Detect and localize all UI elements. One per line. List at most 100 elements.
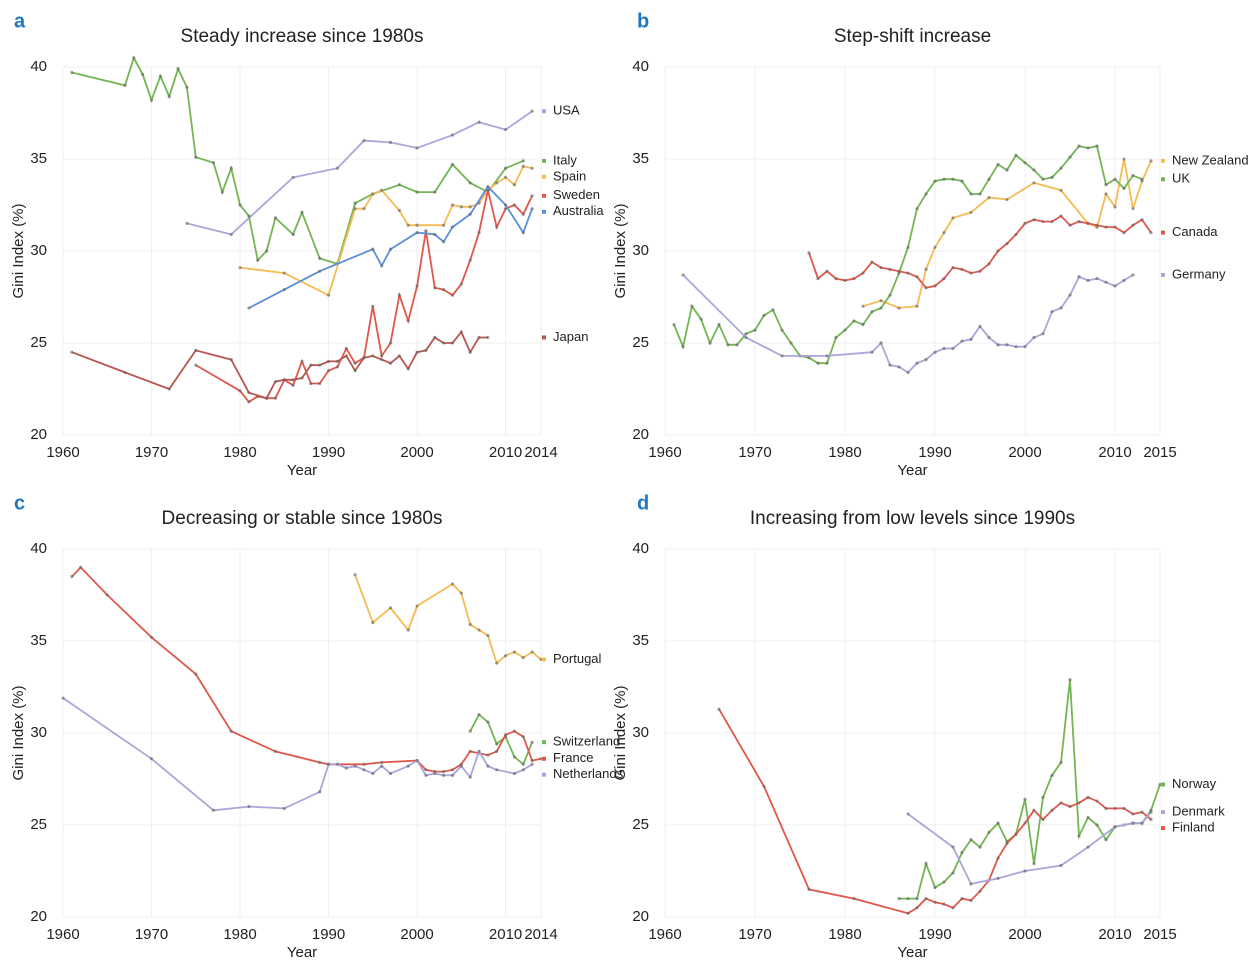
data-point bbox=[1041, 332, 1045, 336]
data-point bbox=[1005, 168, 1009, 172]
data-point bbox=[690, 304, 694, 308]
data-point bbox=[486, 753, 490, 757]
data-point bbox=[256, 258, 260, 262]
data-point bbox=[424, 768, 428, 772]
data-point bbox=[852, 897, 856, 901]
data-point bbox=[362, 768, 366, 772]
data-point bbox=[503, 166, 508, 170]
data-point bbox=[1032, 168, 1036, 172]
data-point bbox=[960, 179, 964, 183]
data-point bbox=[371, 771, 375, 776]
legend-label: Australia bbox=[553, 203, 604, 218]
data-point bbox=[415, 284, 419, 288]
data-point bbox=[442, 288, 446, 292]
data-point bbox=[1122, 231, 1126, 235]
legend-marker bbox=[542, 772, 546, 777]
data-point bbox=[495, 181, 499, 185]
data-point bbox=[843, 278, 847, 283]
data-point bbox=[681, 345, 685, 349]
data-point bbox=[1005, 197, 1009, 202]
legend-label: Denmark bbox=[1172, 804, 1225, 819]
y-tick-label: 35 bbox=[632, 632, 649, 649]
x-tick-label: 1990 bbox=[918, 926, 951, 943]
data-point bbox=[229, 357, 233, 362]
data-point bbox=[291, 378, 295, 382]
y-tick-label: 25 bbox=[632, 816, 649, 833]
data-point bbox=[1059, 801, 1063, 805]
legend-marker bbox=[542, 174, 546, 179]
data-point bbox=[1086, 795, 1090, 800]
data-point bbox=[397, 293, 401, 297]
data-point bbox=[362, 139, 366, 143]
data-point bbox=[149, 98, 154, 102]
data-point bbox=[326, 293, 331, 297]
x-tick-label: 2014 bbox=[524, 926, 557, 943]
data-point bbox=[879, 299, 883, 303]
series-line bbox=[248, 185, 533, 309]
series-line bbox=[186, 110, 533, 236]
data-point bbox=[951, 906, 955, 910]
data-point bbox=[335, 762, 340, 766]
data-point bbox=[433, 232, 437, 237]
x-axis-label: Year bbox=[287, 944, 317, 960]
data-point bbox=[353, 361, 357, 365]
data-point bbox=[906, 271, 910, 275]
data-point bbox=[708, 341, 712, 345]
data-point bbox=[1023, 821, 1027, 825]
data-point bbox=[1050, 773, 1054, 777]
data-point bbox=[762, 313, 766, 317]
data-point bbox=[521, 768, 525, 772]
data-point bbox=[495, 225, 499, 229]
data-point bbox=[70, 575, 74, 579]
data-point bbox=[924, 897, 928, 901]
data-point bbox=[521, 164, 525, 168]
y-tick-label: 20 bbox=[632, 426, 649, 443]
data-point bbox=[388, 247, 393, 251]
data-point bbox=[415, 223, 419, 227]
data-point bbox=[897, 269, 901, 273]
series-line bbox=[673, 145, 1143, 365]
data-point bbox=[61, 696, 65, 700]
series-line bbox=[808, 214, 1152, 289]
x-tick-label: 2000 bbox=[400, 926, 433, 943]
data-point bbox=[969, 882, 973, 886]
data-point bbox=[318, 790, 322, 794]
data-point bbox=[978, 845, 982, 849]
data-point bbox=[744, 335, 748, 340]
data-point bbox=[1140, 821, 1144, 825]
data-point bbox=[335, 359, 340, 363]
data-point bbox=[273, 380, 278, 384]
data-point bbox=[282, 378, 286, 382]
data-point bbox=[861, 271, 865, 275]
data-point bbox=[879, 265, 883, 270]
data-point bbox=[951, 216, 955, 220]
data-point bbox=[158, 74, 162, 78]
series-line bbox=[862, 158, 1152, 309]
data-point bbox=[681, 273, 685, 277]
data-point bbox=[503, 127, 508, 132]
data-point bbox=[79, 565, 83, 570]
data-point bbox=[194, 363, 198, 367]
data-point bbox=[185, 221, 189, 225]
y-axis-label: Gini Index (%) bbox=[612, 685, 629, 780]
plot-area bbox=[664, 548, 1161, 918]
x-tick-label: 1960 bbox=[648, 926, 681, 943]
data-point bbox=[167, 387, 171, 391]
data-point bbox=[194, 672, 198, 676]
data-point bbox=[468, 212, 472, 216]
data-point bbox=[238, 265, 242, 270]
data-point bbox=[1077, 144, 1081, 148]
data-point bbox=[371, 247, 375, 251]
data-point bbox=[309, 381, 313, 386]
x-axis-label: Year bbox=[897, 944, 927, 960]
data-point bbox=[521, 159, 525, 163]
data-point bbox=[1059, 760, 1063, 765]
data-point bbox=[852, 319, 856, 323]
y-tick-label: 20 bbox=[30, 908, 47, 925]
legend-label: USA bbox=[553, 103, 580, 118]
data-point bbox=[969, 838, 973, 842]
legend-marker bbox=[542, 158, 546, 163]
data-point bbox=[1104, 225, 1108, 229]
chart-title: Steady increase since 1980s bbox=[181, 26, 424, 47]
x-tick-label: 1980 bbox=[223, 444, 256, 461]
